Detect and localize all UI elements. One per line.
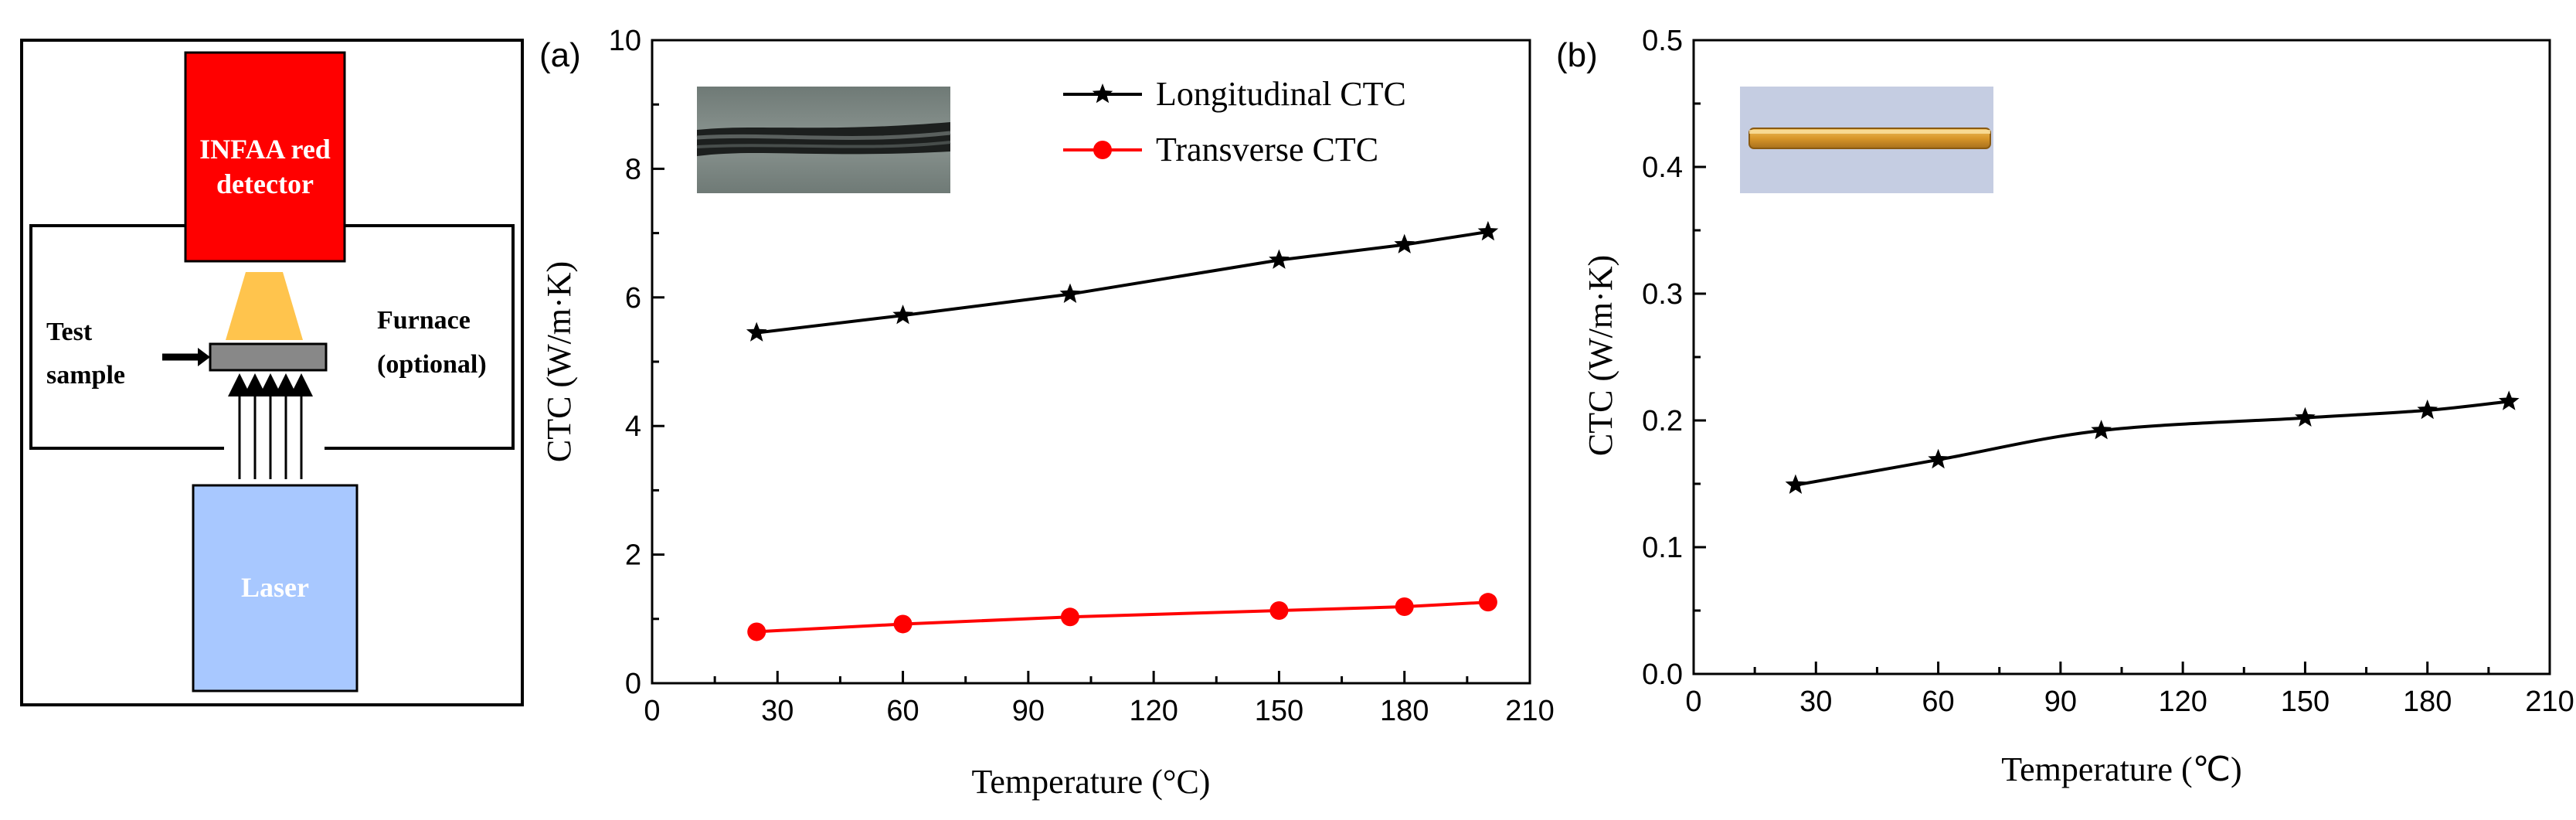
y-tick-label: 10 <box>609 25 641 57</box>
data-point-star <box>2498 390 2520 410</box>
sample-pointer-arrowhead <box>198 348 210 366</box>
chart-b-plot-area <box>1785 390 2520 494</box>
data-point-star <box>1059 283 1081 303</box>
chart-b-xlabel: Temperature (℃) <box>2001 750 2241 788</box>
data-point-circle <box>1060 607 1079 627</box>
data-point-circle <box>1269 601 1289 620</box>
x-tick-label: 210 <box>2525 686 2574 718</box>
y-tick-label: 4 <box>625 410 641 443</box>
x-tick-label: 180 <box>1380 695 1429 727</box>
setup-schematic: INFAA red detector Test sample Furnace (… <box>20 39 524 706</box>
data-point-circle <box>1395 597 1414 616</box>
y-tick-label: 0.4 <box>1642 151 1683 184</box>
data-point-star <box>746 322 767 342</box>
series-line-ctc <box>1795 400 2510 487</box>
x-tick-label: 120 <box>1129 695 1178 727</box>
x-tick-label: 180 <box>2403 686 2452 718</box>
data-point-star <box>1269 249 1290 269</box>
x-tick-label: 90 <box>2044 686 2077 718</box>
x-tick-label: 210 <box>1505 695 1554 727</box>
x-tick-label: 90 <box>1012 695 1045 727</box>
test-sample-label-line2: sample <box>46 361 125 390</box>
data-point-circle <box>893 614 912 634</box>
data-point-star <box>2417 399 2438 420</box>
detector-label-line1: INFAA red <box>199 134 331 165</box>
test-sample <box>209 342 328 372</box>
y-tick-label: 8 <box>625 153 641 185</box>
chart-a-axes: 0 30 60 90 120 150 180 210 0 2 4 6 8 10 <box>609 25 1555 727</box>
series-line-longitudinal-ctc <box>756 230 1489 335</box>
x-tick-label: 0 <box>1685 686 1701 718</box>
data-point-star <box>1928 448 1949 469</box>
legend-marker-longitudinal <box>1092 83 1113 104</box>
y-tick-label: 0.5 <box>1642 25 1683 57</box>
y-tick-label: 2 <box>625 539 641 572</box>
data-point-circle <box>747 622 766 641</box>
x-tick-label: 60 <box>886 695 919 727</box>
chart-b: (b) 0 30 60 90 120 150 180 210 0.0 0.1 0.2 0.3 0.4 0.… <box>1556 25 2574 788</box>
x-tick-label: 0 <box>644 695 660 727</box>
furnace-outline <box>29 224 515 450</box>
x-tick-label: 30 <box>761 695 794 727</box>
chart-b-inset-rod-photo <box>1740 87 1993 193</box>
data-point-star <box>1785 474 1806 494</box>
test-sample-label-line1: Test <box>46 318 93 346</box>
legend-label-longitudinal: Longitudinal CTC <box>1156 75 1406 113</box>
data-point-star <box>2295 407 2316 427</box>
legend-label-transverse: Transverse CTC <box>1156 131 1378 168</box>
chart-b-ylabel: CTC (W/m·K) <box>1582 255 1619 456</box>
chart-a-xlabel: Temperature (°C) <box>972 763 1211 801</box>
ir-beam-cone <box>226 272 303 340</box>
chart-a-plot-area <box>746 220 1499 641</box>
furnace-label-line2: (optional) <box>377 350 487 379</box>
panel-label-b: (b) <box>1556 36 1598 74</box>
x-tick-label: 150 <box>1255 695 1303 727</box>
chart-a-ylabel: CTC (W/m·K) <box>540 261 578 462</box>
x-tick-label: 150 <box>2281 686 2330 718</box>
data-point-star <box>1394 233 1415 253</box>
laser-box <box>192 484 359 692</box>
legend-marker-transverse <box>1093 141 1112 159</box>
x-tick-label: 120 <box>2158 686 2207 718</box>
series-line-transverse-ctc <box>756 601 1489 634</box>
laser-label: Laser <box>241 572 309 603</box>
laser-arrows <box>228 373 313 479</box>
data-point-star <box>1477 220 1499 241</box>
y-tick-label: 6 <box>625 282 641 315</box>
y-tick-label: 0.0 <box>1642 658 1683 691</box>
chart-a-inset-fiber-photo <box>696 87 951 193</box>
y-tick-label: 0 <box>625 668 641 700</box>
detector-label-line2: detector <box>216 168 314 199</box>
schematic-frame <box>20 39 524 706</box>
panel-label-a: (a) <box>539 36 581 74</box>
detector-box <box>184 51 346 263</box>
data-point-circle <box>1478 593 1497 612</box>
y-tick-label: 0.1 <box>1642 532 1683 564</box>
y-tick-label: 0.3 <box>1642 278 1683 311</box>
y-tick-label: 0.2 <box>1642 405 1683 437</box>
furnace-label-line1: Furnace <box>377 306 471 335</box>
chart-b-axes: 0 30 60 90 120 150 180 210 0.0 0.1 0.2 0.3 0.4 0.5 <box>1642 25 2574 718</box>
x-tick-label: 30 <box>1799 686 1832 718</box>
chart-a: (a) 0 30 60 90 120 150 180 210 0 2 4 6 8 10 Longitudi… <box>539 25 1555 801</box>
data-point-star <box>2091 420 2112 440</box>
x-tick-label: 60 <box>1922 686 1954 718</box>
chart-a-legend: Longitudinal CTC Transverse CTC <box>1063 75 1406 168</box>
data-point-star <box>892 305 913 325</box>
